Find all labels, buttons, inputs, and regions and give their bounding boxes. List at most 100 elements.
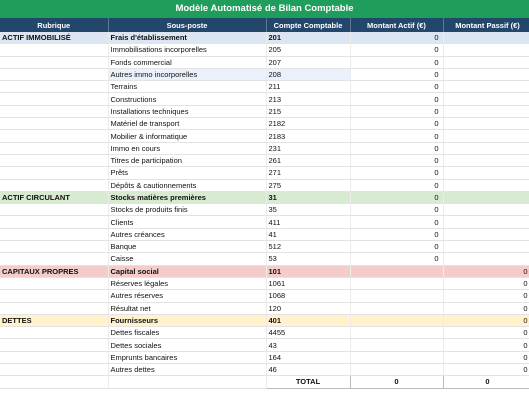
rubrique-cell[interactable] xyxy=(0,129,109,143)
actif-cell[interactable]: 0 xyxy=(350,43,444,57)
header-sous-poste[interactable]: Sous-poste xyxy=(108,18,267,32)
actif-cell[interactable]: 0 xyxy=(350,154,444,168)
compte-cell[interactable]: 164 xyxy=(266,351,351,365)
rubrique-cell[interactable] xyxy=(0,43,109,57)
sous-poste-cell[interactable]: Constructions xyxy=(108,92,267,106)
passif-cell[interactable] xyxy=(443,203,529,217)
passif-cell[interactable] xyxy=(443,191,529,205)
sous-poste-cell[interactable]: Fonds commercial xyxy=(108,56,267,69)
sous-poste-cell[interactable]: Capital social xyxy=(108,265,267,278)
compte-cell[interactable]: 43 xyxy=(266,338,351,352)
compte-cell[interactable]: 35 xyxy=(266,203,351,217)
compte-cell[interactable]: 205 xyxy=(266,43,351,57)
compte-cell[interactable]: 53 xyxy=(266,252,351,266)
sous-poste-cell[interactable]: Immo en cours xyxy=(108,142,267,155)
compte-cell[interactable]: 120 xyxy=(266,302,351,315)
sous-poste-cell[interactable]: Prêts xyxy=(108,166,267,180)
actif-cell[interactable] xyxy=(350,363,444,377)
sous-poste-cell[interactable]: Clients xyxy=(108,215,267,229)
sous-poste-cell[interactable]: Banque xyxy=(108,240,267,254)
actif-cell[interactable]: 0 xyxy=(350,191,444,205)
rubrique-cell[interactable] xyxy=(0,68,109,82)
compte-cell[interactable]: 207 xyxy=(266,56,351,69)
compte-cell[interactable]: 401 xyxy=(266,314,351,328)
sous-poste-cell[interactable]: Fournisseurs xyxy=(108,314,267,328)
rubrique-cell[interactable] xyxy=(0,240,109,254)
passif-cell[interactable] xyxy=(443,129,529,143)
rubrique-cell[interactable]: DETTES xyxy=(0,314,109,328)
actif-cell[interactable] xyxy=(350,289,444,303)
passif-cell[interactable]: 0 xyxy=(443,289,529,303)
sous-poste-cell[interactable]: Résultat net xyxy=(108,302,267,315)
actif-cell[interactable] xyxy=(350,338,444,352)
rubrique-cell[interactable] xyxy=(0,363,109,377)
actif-cell[interactable] xyxy=(350,302,444,315)
actif-cell[interactable]: 0 xyxy=(350,252,444,266)
rubrique-cell[interactable] xyxy=(0,351,109,365)
passif-cell[interactable] xyxy=(443,80,529,94)
rubrique-cell[interactable] xyxy=(0,252,109,266)
compte-cell[interactable]: 271 xyxy=(266,166,351,180)
rubrique-cell[interactable] xyxy=(0,203,109,217)
total-empty-cell[interactable] xyxy=(0,375,109,389)
passif-cell[interactable]: 0 xyxy=(443,338,529,352)
sous-poste-cell[interactable]: Autres créances xyxy=(108,228,267,242)
passif-cell[interactable] xyxy=(443,240,529,254)
actif-cell[interactable]: 0 xyxy=(350,203,444,217)
header-rubrique[interactable]: Rubrique xyxy=(0,18,109,32)
actif-cell[interactable]: 0 xyxy=(350,129,444,143)
compte-cell[interactable]: 208 xyxy=(266,68,351,82)
passif-cell[interactable] xyxy=(443,215,529,229)
sous-poste-cell[interactable]: Terrains xyxy=(108,80,267,94)
total-actif[interactable]: 0 xyxy=(349,375,444,389)
passif-cell[interactable] xyxy=(443,252,529,266)
rubrique-cell[interactable] xyxy=(0,166,109,180)
passif-cell[interactable]: 0 xyxy=(443,326,529,340)
actif-cell[interactable]: 0 xyxy=(350,228,444,242)
total-label[interactable]: TOTAL xyxy=(265,375,351,389)
compte-cell[interactable]: 512 xyxy=(266,240,351,254)
sous-poste-cell[interactable]: Autres dettes xyxy=(108,363,267,377)
rubrique-cell[interactable] xyxy=(0,117,109,131)
actif-cell[interactable]: 0 xyxy=(350,166,444,180)
compte-cell[interactable]: 201 xyxy=(266,32,351,45)
sous-poste-cell[interactable]: Autres immo incorporelles xyxy=(108,68,267,82)
compte-cell[interactable]: 2182 xyxy=(266,117,351,131)
sous-poste-cell[interactable]: Stocks matières premières xyxy=(108,191,267,205)
passif-cell[interactable]: 0 xyxy=(443,302,529,315)
passif-cell[interactable] xyxy=(443,142,529,155)
header-passif[interactable]: Montant Passif (€) xyxy=(443,18,529,32)
rubrique-cell[interactable] xyxy=(0,142,109,155)
header-compte[interactable]: Compte Comptable xyxy=(266,18,351,32)
compte-cell[interactable]: 261 xyxy=(266,154,351,168)
rubrique-cell[interactable]: ACTIF CIRCULANT xyxy=(0,191,109,205)
rubrique-cell[interactable] xyxy=(0,326,109,340)
actif-cell[interactable] xyxy=(350,277,444,291)
passif-cell[interactable] xyxy=(443,32,529,45)
actif-cell[interactable]: 0 xyxy=(350,117,444,131)
sous-poste-cell[interactable]: Caisse xyxy=(108,252,267,266)
actif-cell[interactable]: 0 xyxy=(350,215,444,229)
passif-cell[interactable]: 0 xyxy=(443,277,529,291)
actif-cell[interactable]: 0 xyxy=(350,142,444,155)
passif-cell[interactable] xyxy=(443,154,529,168)
compte-cell[interactable]: 211 xyxy=(266,80,351,94)
compte-cell[interactable]: 46 xyxy=(266,363,351,377)
passif-cell[interactable] xyxy=(443,105,529,119)
actif-cell[interactable] xyxy=(350,326,444,340)
rubrique-cell[interactable] xyxy=(0,289,109,303)
passif-cell[interactable] xyxy=(443,43,529,57)
compte-cell[interactable]: 41 xyxy=(266,228,351,242)
passif-cell[interactable]: 0 xyxy=(443,265,529,278)
compte-cell[interactable]: 2183 xyxy=(266,129,351,143)
sous-poste-cell[interactable]: Installations techniques xyxy=(108,105,267,119)
actif-cell[interactable] xyxy=(350,314,444,328)
sous-poste-cell[interactable]: Titres de participation xyxy=(108,154,267,168)
compte-cell[interactable]: 411 xyxy=(266,215,351,229)
total-empty-cell[interactable] xyxy=(108,375,267,389)
compte-cell[interactable]: 231 xyxy=(266,142,351,155)
rubrique-cell[interactable] xyxy=(0,302,109,315)
compte-cell[interactable]: 1068 xyxy=(266,289,351,303)
total-passif[interactable]: 0 xyxy=(442,375,529,389)
header-actif[interactable]: Montant Actif (€) xyxy=(350,18,444,32)
